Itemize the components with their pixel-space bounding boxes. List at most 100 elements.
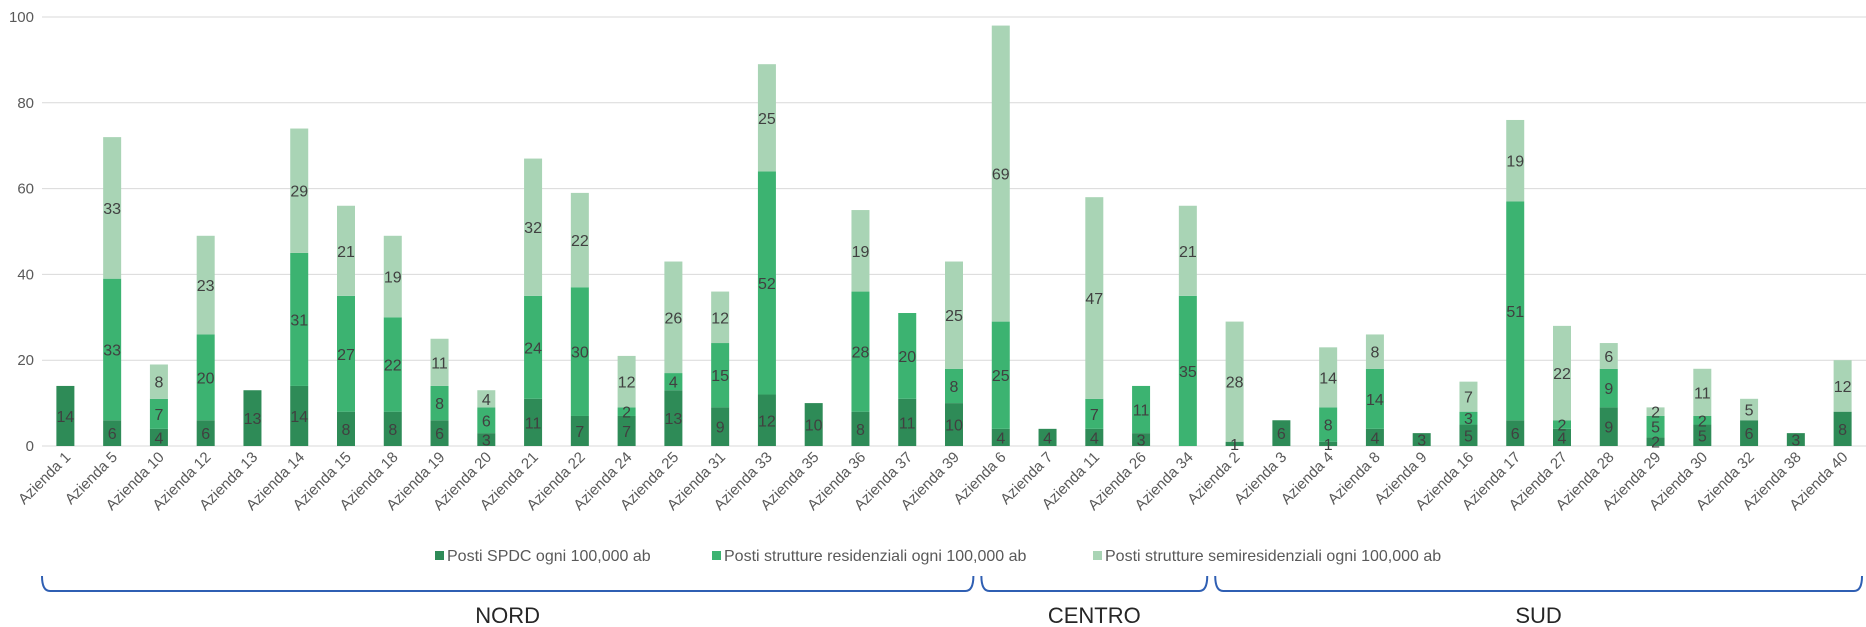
bar-segment [103,420,122,446]
data-label: 25 [758,111,776,128]
data-label: 14 [290,409,308,426]
bar-segment [757,394,776,446]
data-label: 23 [197,278,215,295]
bar-segment [524,158,543,296]
data-label: 6 [435,426,444,443]
bar-segment [524,398,543,446]
data-label: 22 [384,357,402,374]
bar-segment [430,385,449,421]
data-label: 29 [290,184,308,201]
bar-segment [1693,368,1712,416]
legend-swatch [712,551,721,560]
data-label: 7 [1090,407,1099,424]
bar-segment [103,137,122,279]
bar-segment [56,385,75,446]
data-label: 4 [1090,430,1099,447]
bar-segment [1319,347,1338,408]
bar-segment [1599,368,1618,408]
bar-segment [570,192,589,288]
data-label: 33 [103,201,121,218]
data-label: 22 [1553,366,1571,383]
bar-segment [383,411,402,446]
data-label: 11 [899,415,916,432]
data-label: 10 [945,418,963,435]
bar-segment [711,291,730,344]
data-label: 2 [1698,413,1707,430]
data-label: 9 [716,420,725,437]
bar-segment [477,433,496,446]
data-label: 3 [1464,411,1473,428]
legend-swatch [435,551,444,560]
bar-segment [1506,119,1525,202]
bar-segment [1365,334,1384,369]
bar-segment [804,403,823,446]
data-label: 25 [945,308,963,325]
bar-segment [1646,415,1665,438]
data-label: 15 [711,368,729,385]
group-label: CENTRO [1048,603,1141,627]
data-label: 12 [618,375,636,392]
legend-swatch [1093,551,1102,560]
legend-label: Posti SPDC ogni 100,000 ab [447,548,651,565]
bar-segment [617,355,636,408]
data-label: 9 [1604,381,1613,398]
data-label: 12 [1834,379,1852,396]
bar-segment [1085,197,1104,399]
bar-segment [711,407,730,446]
data-label: 6 [1604,349,1613,366]
data-label: 26 [664,310,682,327]
bar-segment [430,338,449,386]
data-label: 6 [1277,426,1286,443]
y-tick-label: 0 [26,438,34,455]
bar-segment [1459,424,1478,446]
data-label: 8 [856,422,865,439]
data-label: 3 [1791,433,1800,450]
data-label: 31 [290,312,308,329]
bar-segment [711,343,730,408]
bar-segment [1038,428,1057,446]
bar-segment [1225,321,1244,442]
bar-segment [1132,385,1151,434]
data-label: 8 [1838,422,1847,439]
data-label: 14 [56,409,74,426]
bars [56,25,1852,446]
data-label: 8 [388,422,397,439]
bar-segment [337,295,355,412]
data-label: 8 [1324,418,1333,435]
group-bracket [41,575,975,592]
y-tick-label: 100 [9,9,34,26]
data-label: 69 [992,167,1010,184]
data-label: 2 [1558,418,1567,435]
data-label: 5 [1464,428,1473,445]
bar-segment [1553,420,1571,429]
bar-segment [570,415,589,446]
data-label: 2 [622,405,631,422]
data-label: 6 [1511,426,1520,443]
bar-segment [1833,411,1852,446]
legend-label: Posti strutture residenziali ogni 100,00… [724,548,1027,565]
bar-segment [991,428,1010,446]
y-tick-label: 80 [17,95,34,112]
data-label: 7 [154,407,163,424]
bar-segment [664,390,683,446]
bar-segment [757,64,776,172]
data-label: 14 [1366,392,1384,409]
data-label: 10 [805,418,823,435]
data-label: 7 [575,424,584,441]
bar-segment [196,420,215,446]
y-tick-label: 40 [17,266,34,283]
data-label: 5 [1698,428,1707,445]
bar-segment [1740,420,1759,446]
data-label: 25 [992,368,1010,385]
data-label: 21 [337,244,355,261]
data-label: 20 [197,370,215,387]
bar-segment [1085,428,1104,446]
data-label: 9 [1604,420,1613,437]
data-label: 2 [1651,435,1660,452]
bar-segment [290,128,309,253]
data-label: 5 [1745,403,1754,420]
bar-segment [991,321,1010,429]
bar-segment [1646,407,1665,416]
bar-segment [196,235,215,335]
